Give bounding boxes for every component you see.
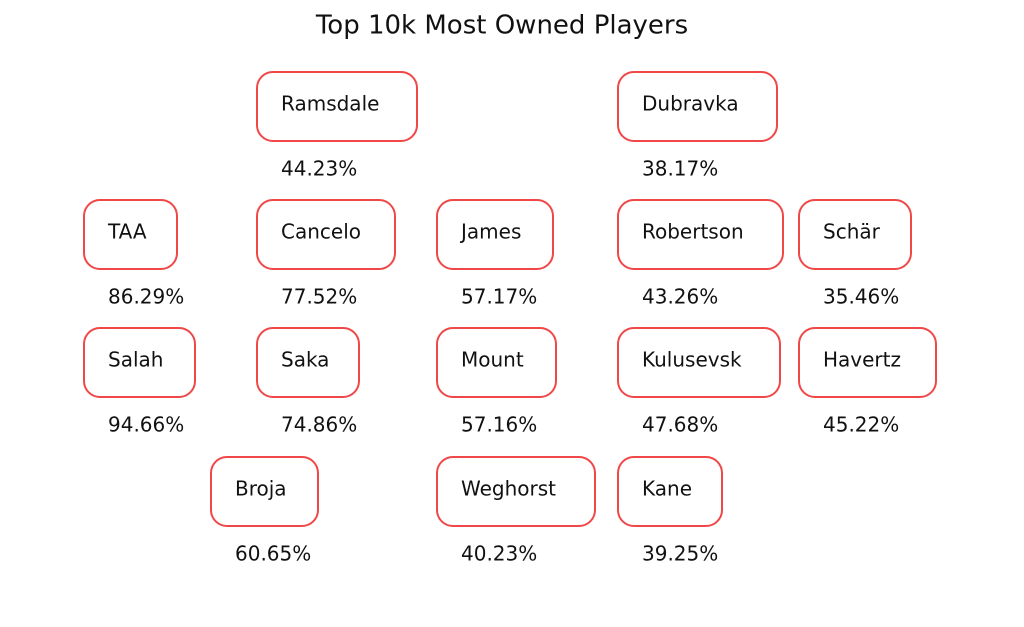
player-box (83, 199, 178, 270)
player-box (617, 71, 778, 142)
player-box (436, 327, 557, 398)
ownership-label: 57.16% (461, 413, 537, 437)
ownership-label: 47.68% (642, 413, 718, 437)
ownership-label: 44.23% (281, 157, 357, 181)
player-name: Schär (823, 220, 881, 244)
player-box (256, 71, 418, 142)
player-name: Weghorst (461, 477, 556, 501)
player-box (617, 327, 781, 398)
player-name: Kulusevsk (642, 348, 742, 372)
player-name: Kane (642, 477, 692, 501)
player-name: Mount (461, 348, 524, 372)
player-box (83, 327, 196, 398)
ownership-label: 94.66% (108, 413, 184, 437)
player-box (617, 199, 784, 270)
player-name: TAA (107, 220, 147, 244)
player-name: Havertz (823, 348, 901, 372)
ownership-label: 43.26% (642, 285, 718, 309)
ownership-label: 60.65% (235, 542, 311, 566)
player-name: Ramsdale (281, 92, 379, 116)
ownership-label: 77.52% (281, 285, 357, 309)
ownership-label: 40.23% (461, 542, 537, 566)
player-name: Dubravka (642, 92, 739, 116)
ownership-label: 39.25% (642, 542, 718, 566)
player-box (256, 327, 360, 398)
player-name: Robertson (642, 220, 744, 244)
player-box (798, 327, 937, 398)
player-box (617, 456, 723, 527)
player-name: Salah (108, 348, 163, 372)
ownership-label: 38.17% (642, 157, 718, 181)
player-name: Saka (281, 348, 329, 372)
ownership-label: 57.17% (461, 285, 537, 309)
player-box (436, 456, 596, 527)
ownership-label: 86.29% (108, 285, 184, 309)
player-name: James (459, 220, 521, 244)
player-name: Broja (235, 477, 287, 501)
player-box (436, 199, 554, 270)
ownership-label: 45.22% (823, 413, 899, 437)
player-box (798, 199, 912, 270)
player-name: Cancelo (281, 220, 361, 244)
title: Top 10k Most Owned Players (315, 11, 688, 41)
player-box (256, 199, 396, 270)
ownership-label: 74.86% (281, 413, 357, 437)
ownership-label: 35.46% (823, 285, 899, 309)
player-box (210, 456, 319, 527)
